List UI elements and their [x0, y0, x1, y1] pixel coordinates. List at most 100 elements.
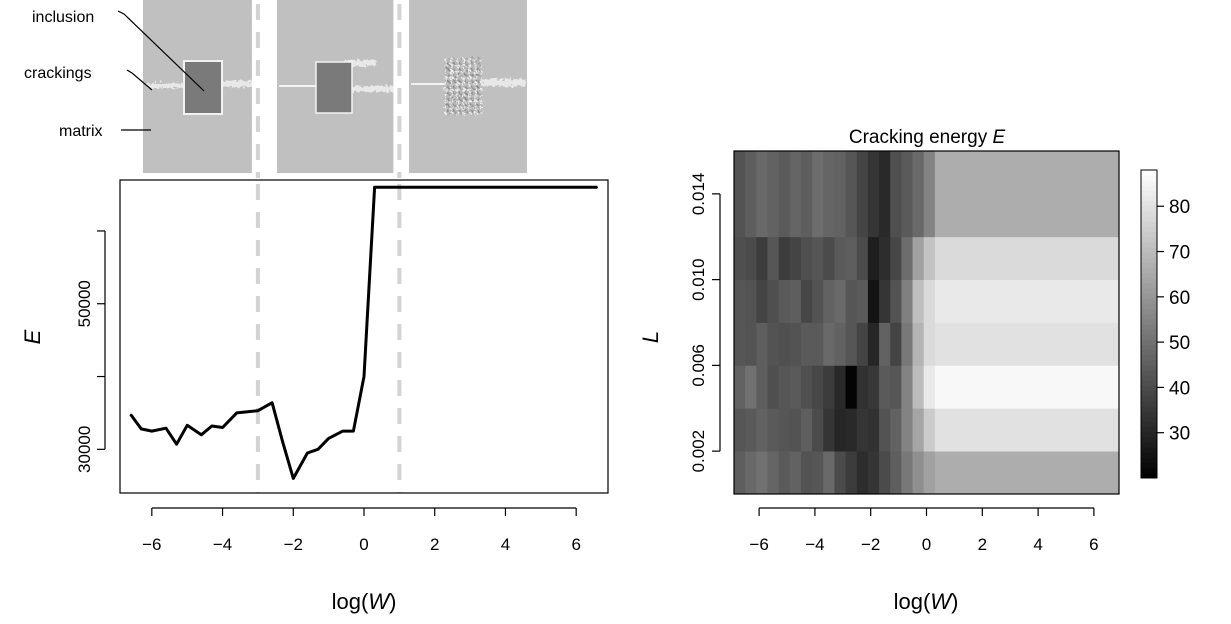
energy-point: [374, 186, 376, 188]
energy-point: [561, 186, 563, 188]
colorbar-segment: [1141, 406, 1157, 412]
heatmap-cell: [789, 322, 802, 366]
energy-series-line: [129, 185, 598, 480]
heatmap-cell: [823, 365, 835, 409]
energy-point: [434, 186, 436, 188]
colorbar-segment: [1141, 390, 1157, 397]
colorbar-segment: [1141, 401, 1157, 407]
heatmap-cell: [890, 451, 902, 495]
x-tick-label-right: −4: [805, 535, 824, 554]
energy-point: [151, 430, 153, 432]
x-tick-label-left: 2: [430, 535, 439, 554]
colorbar-segment: [1141, 426, 1157, 433]
heatmap-cell: [845, 236, 858, 281]
colorbar-segment: [1141, 190, 1157, 197]
y-tick-label-left: 50000: [75, 280, 94, 327]
heatmap-cell: [756, 451, 768, 495]
colorbar-segment: [1141, 395, 1157, 402]
energy-point: [409, 186, 411, 188]
heatmap-cell: [734, 451, 746, 495]
heatmap-cell: [834, 451, 846, 495]
colorbar-segment: [1141, 354, 1157, 361]
energy-point: [328, 437, 330, 440]
energy-point: [221, 426, 224, 429]
colorbar-segment: [1141, 277, 1157, 284]
colorbar-segment: [1141, 262, 1157, 269]
colorbar-segment: [1141, 288, 1157, 294]
colorbar-segment: [1141, 324, 1157, 330]
heatmap-cell: [756, 279, 768, 323]
heatmap-cell: [789, 236, 802, 281]
x-axis-label-right: log(W): [894, 589, 959, 614]
x-tick-label-left: 6: [571, 535, 580, 554]
heatmap-cell: [756, 322, 768, 366]
heatmap-cell: [879, 236, 891, 281]
colorbar-segment: [1141, 298, 1157, 304]
annotation-matrix: matrix: [59, 123, 103, 140]
colorbar-segment: [1141, 282, 1157, 289]
plot-box-right: [733, 150, 1120, 495]
heatmap-cell: [745, 279, 757, 323]
heatmap-cell: [856, 151, 869, 238]
inclusion-illustration: inclusion crackings matrix: [24, 0, 527, 173]
heatmap-cell: [867, 151, 880, 238]
y-tick-label-right: 0.006: [689, 344, 708, 387]
heatmap-cell: [923, 365, 936, 409]
energy-point: [419, 186, 422, 188]
colorbar-frame: [1140, 169, 1158, 479]
colorbar-segment: [1141, 236, 1157, 243]
heatmap-cell: [767, 279, 780, 323]
energy-point: [292, 477, 294, 480]
energy-point: [575, 186, 577, 188]
heatmap-cell: [923, 451, 936, 495]
heatmap-cell: [934, 151, 1120, 238]
heatmap-cell: [812, 322, 824, 366]
x-tick-label-left: −4: [213, 535, 232, 554]
colorbar-segment: [1141, 385, 1157, 392]
colorbar-segment: [1141, 359, 1157, 366]
heatmap-cell: [901, 408, 913, 452]
heatmap-cell: [934, 365, 1120, 409]
crack-panel-3: [480, 79, 526, 86]
heatmap-cell: [734, 236, 746, 281]
heatmap-cell: [923, 279, 936, 323]
heatmap-cell: [923, 408, 936, 452]
heatmap-cell: [834, 279, 846, 323]
colorbar-segment: [1141, 257, 1157, 263]
energy-point: [398, 186, 400, 188]
heatmap-cell: [756, 236, 768, 281]
annotation-crackings: crackings: [24, 65, 92, 82]
colorbar-segment: [1141, 344, 1157, 351]
heatmap-cell: [879, 151, 891, 238]
heatmap-cell: [800, 279, 813, 323]
heatmap-cell: [812, 451, 824, 495]
x-tick-label-right: 4: [1033, 535, 1042, 554]
energy-point: [165, 427, 167, 429]
x-tick-label-left: 0: [359, 535, 368, 554]
colorbar-segment: [1141, 349, 1157, 356]
heatmap-cell: [856, 365, 869, 409]
heatmap-cell: [734, 151, 746, 238]
heatmap-cell: [756, 408, 768, 452]
heatmap-cell: [879, 322, 891, 366]
heatmap-cell: [823, 451, 835, 495]
heatmap-cell: [912, 451, 925, 495]
heatmap-cell: [890, 322, 902, 366]
heatmap-cell: [756, 151, 768, 238]
colorbar-segment: [1141, 380, 1157, 387]
colorbar-segment: [1141, 211, 1157, 217]
heatmap-cell: [856, 408, 869, 452]
heatmap-cell: [890, 279, 902, 323]
y-tick-label-right: 0.010: [689, 258, 708, 301]
energy-point: [186, 424, 188, 426]
x-tick-label-right: −6: [749, 535, 768, 554]
colorbar-segment: [1141, 313, 1157, 320]
energy-point: [140, 428, 142, 430]
colorbar-segment: [1141, 318, 1157, 325]
colorbar-segment: [1141, 411, 1157, 417]
energy-point: [175, 443, 178, 445]
heatmap-cell: [812, 151, 824, 238]
colorbar-segment: [1141, 457, 1157, 464]
colorbar-segment: [1141, 339, 1157, 346]
heatmap-cell: [934, 322, 1120, 366]
